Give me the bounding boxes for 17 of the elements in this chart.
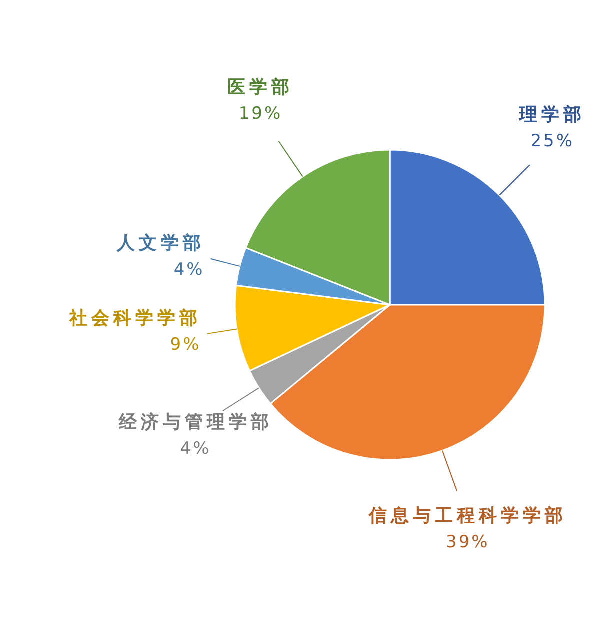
data-label: 39% (446, 532, 490, 552)
pie-slice (389, 149, 546, 306)
pie-slice (245, 149, 391, 306)
pie-slice (235, 247, 391, 306)
slice-label: 医学部 (228, 76, 294, 98)
slice-label: 信息与工程科学学部 (368, 505, 567, 526)
slice-label: 社会科学学部 (68, 308, 202, 329)
data-label: 4% (180, 439, 212, 460)
slice-label: 理学部 (518, 104, 586, 126)
pie-slice (249, 304, 391, 405)
slice-label: 经济与管理学部 (118, 412, 273, 434)
data-label: 25% (530, 131, 575, 152)
slice-label: 人文学部 (116, 232, 205, 254)
data-label: 19% (238, 104, 283, 124)
data-label: 9% (170, 334, 202, 355)
data-label: 4% (174, 260, 205, 280)
pie-slice (270, 304, 546, 461)
